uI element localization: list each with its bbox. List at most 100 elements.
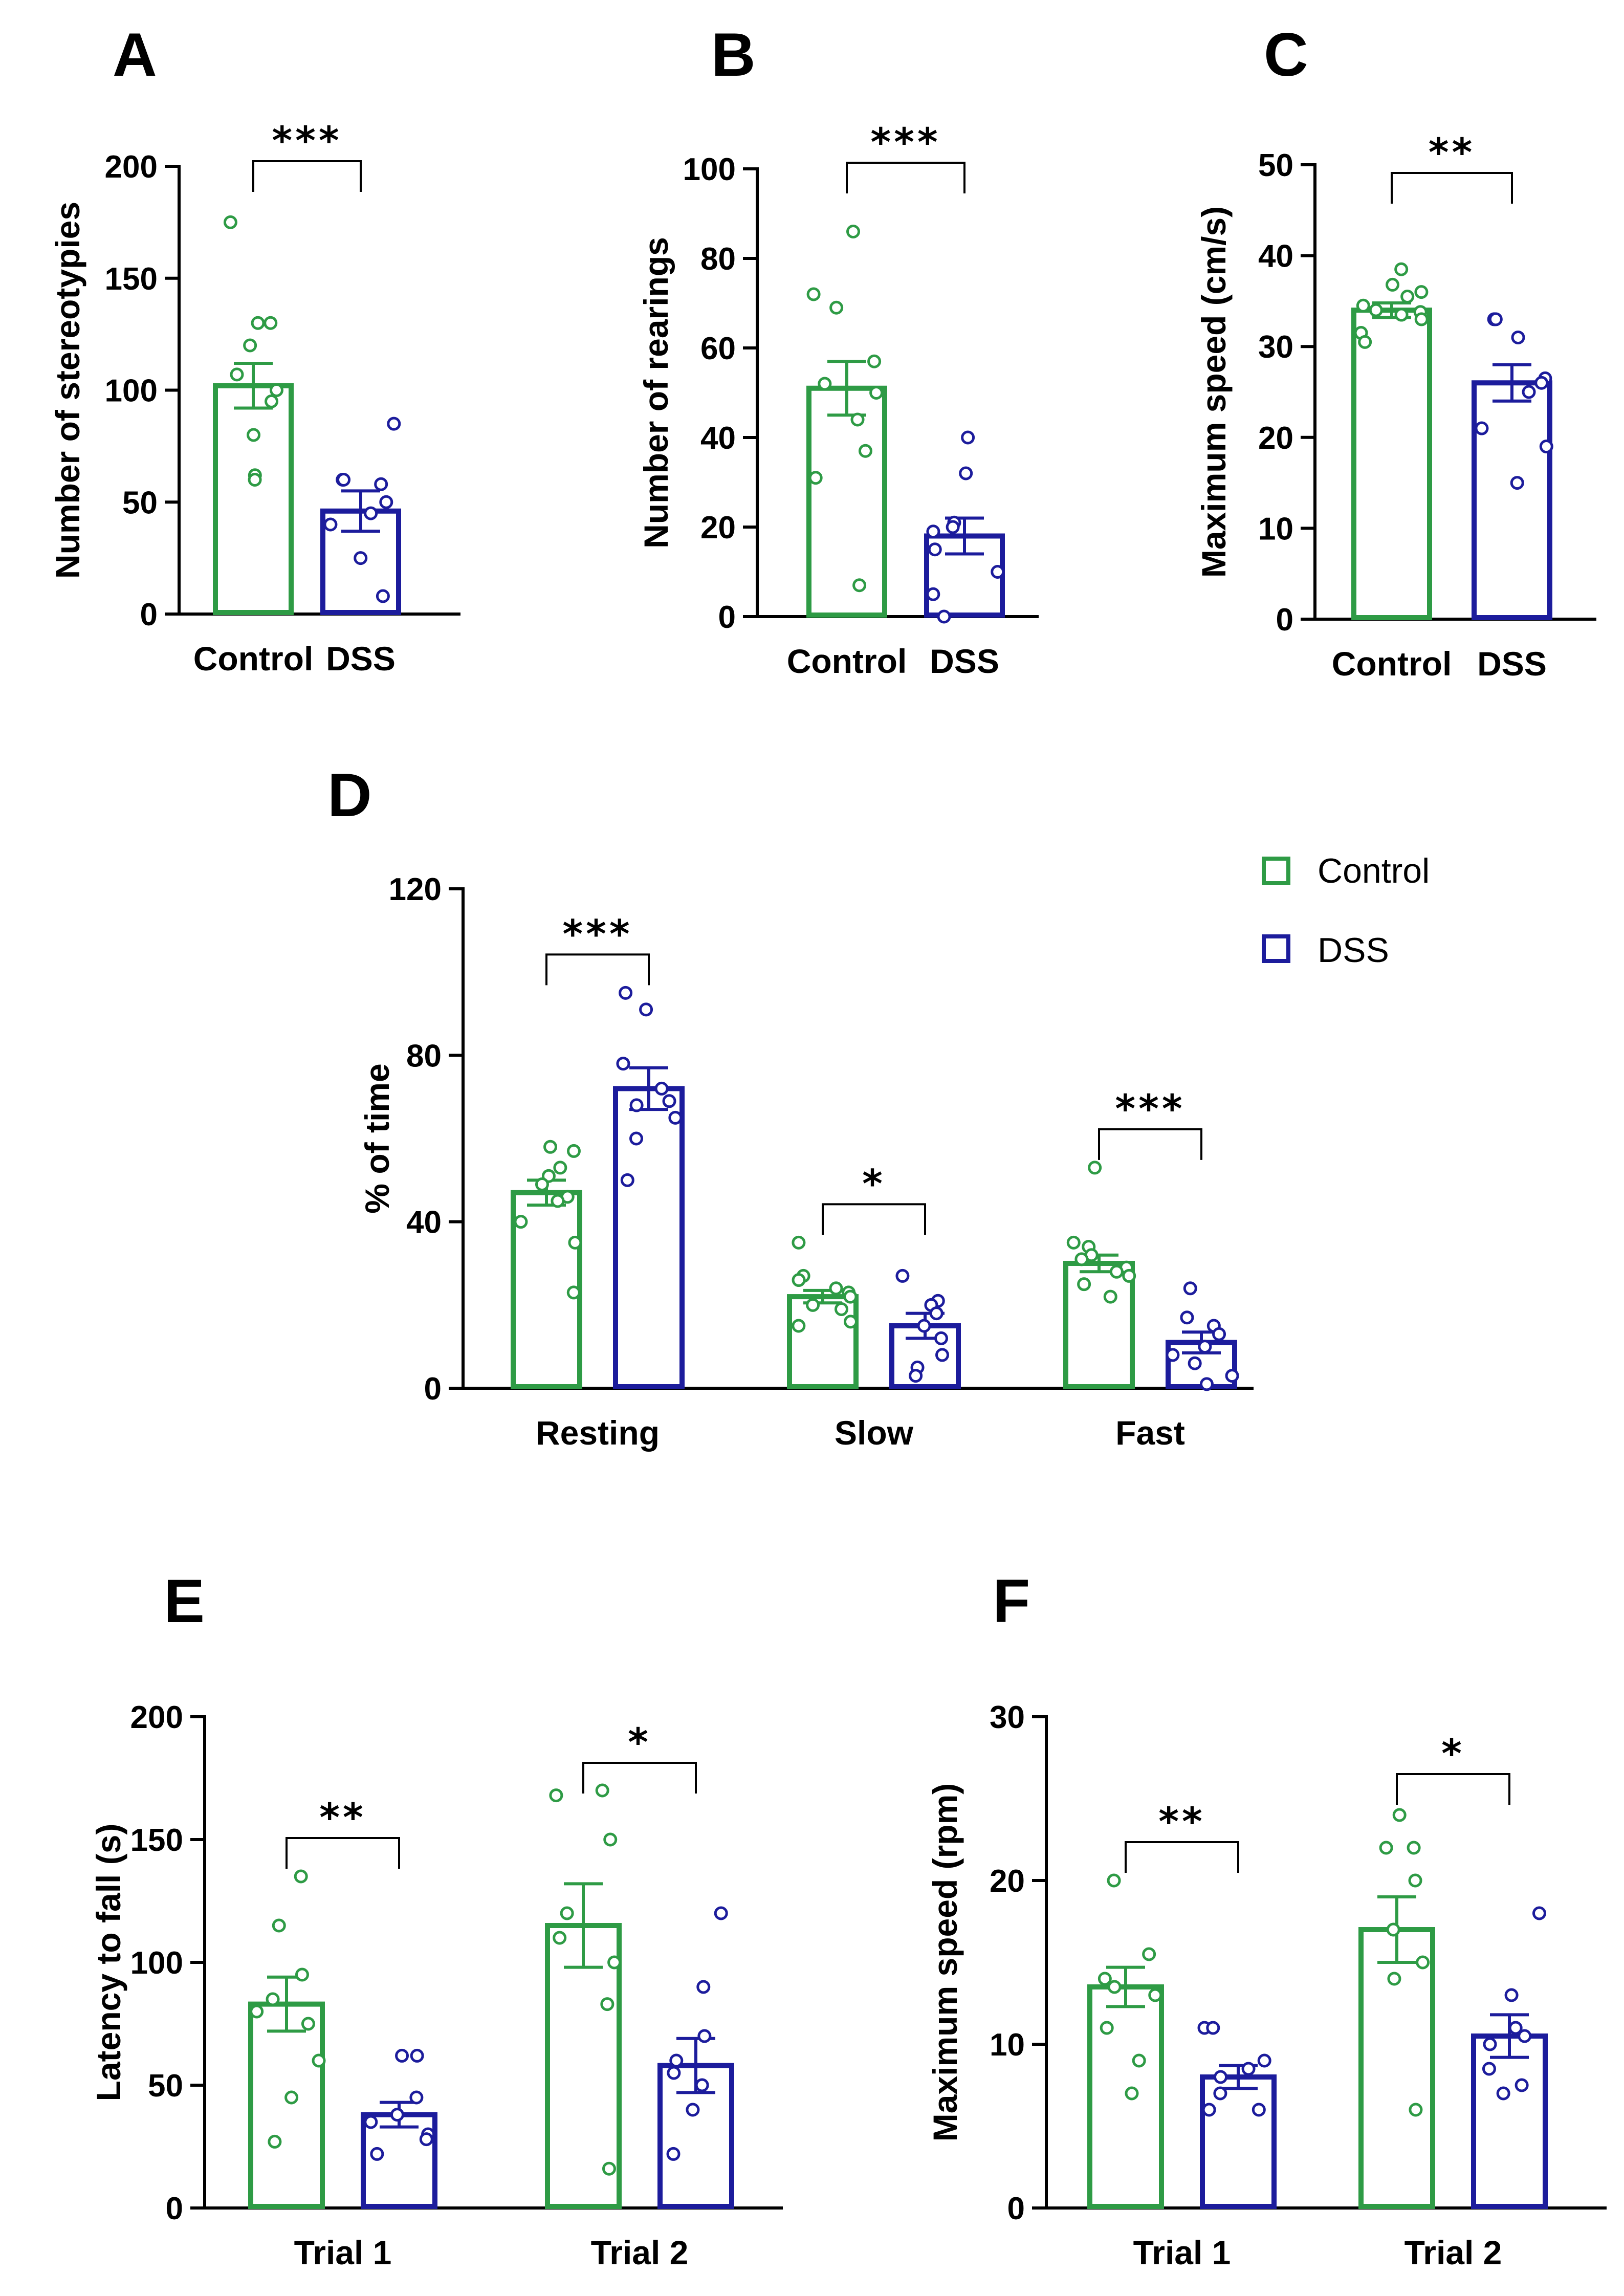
y-tick-label: 100	[105, 374, 158, 409]
bar-dss	[1472, 380, 1552, 620]
significance-label: ***	[562, 911, 632, 956]
legend-control-label: Control	[1318, 851, 1430, 890]
data-point	[376, 589, 390, 603]
data-point	[620, 1173, 634, 1187]
chart-panel-c: 0 10 20 30 40 50 Maximum speed (cm/s) Control DS…	[1195, 129, 1596, 683]
y-tick-label: 200	[105, 149, 158, 185]
data-point	[364, 506, 378, 520]
significance-label: ***	[272, 118, 342, 163]
data-point	[230, 367, 244, 382]
data-point	[265, 394, 279, 408]
legend-dss-label: DSS	[1318, 931, 1389, 970]
data-point	[695, 2078, 709, 2092]
data-point	[843, 1289, 858, 1304]
data-point	[619, 986, 633, 1000]
significance-bracket	[286, 1837, 400, 1869]
data-point	[895, 1269, 910, 1283]
x-category-label: Trial 1	[1133, 2234, 1231, 2271]
data-point	[846, 225, 861, 238]
bar-dss	[1471, 2033, 1548, 2209]
data-point	[829, 300, 844, 315]
y-tick-label: 20	[990, 1864, 1025, 1899]
data-point	[250, 2004, 264, 2019]
data-point	[1077, 1277, 1091, 1292]
data-point	[1098, 1972, 1112, 1986]
y-tick-label: 150	[130, 1823, 183, 1858]
y-tick-label: 0	[1276, 602, 1293, 638]
data-point	[662, 1094, 676, 1108]
y-tick-label: 20	[700, 510, 736, 545]
data-point	[390, 2108, 404, 2122]
x-category-label: DSS	[1477, 645, 1547, 683]
data-point	[1213, 2086, 1227, 2101]
data-point	[553, 1931, 567, 1945]
data-point	[869, 386, 884, 400]
data-point	[1252, 2103, 1266, 2117]
y-tick-label: 50	[1258, 148, 1293, 183]
data-point	[1508, 2021, 1523, 2035]
data-point	[629, 1098, 644, 1112]
data-point	[1387, 1972, 1401, 1986]
data-point	[603, 1832, 618, 1847]
significance-bracket	[252, 160, 362, 192]
data-point	[1103, 1289, 1117, 1304]
y-tick-label: 40	[700, 421, 736, 456]
y-tick-label: 40	[1258, 239, 1293, 274]
data-point	[387, 417, 401, 431]
significance-label: **	[1429, 129, 1476, 175]
data-point	[1188, 1356, 1202, 1370]
data-point	[1088, 1161, 1102, 1175]
significance-bracket	[822, 1203, 926, 1235]
panel-letter-a: A	[113, 20, 157, 89]
significance-label: ***	[1115, 1086, 1185, 1131]
data-point	[1534, 376, 1549, 390]
data-point	[858, 444, 872, 458]
data-point	[1225, 1369, 1239, 1383]
y-tick-label: 0	[718, 600, 736, 635]
panel-letter-b: B	[711, 20, 756, 89]
data-point	[806, 1298, 820, 1312]
x-category-label: Fast	[1115, 1414, 1185, 1452]
y-tick-label: 40	[406, 1205, 442, 1240]
data-point	[543, 1140, 558, 1154]
bar-control	[806, 385, 887, 618]
y-axis-label: % of time	[358, 1063, 396, 1213]
significance-bracket	[1396, 1773, 1510, 1805]
significance-label: **	[1158, 1799, 1205, 1844]
data-point	[1066, 1235, 1081, 1250]
y-tick-label: 20	[1258, 421, 1293, 456]
y-axis-label: Number of stereotypies	[49, 202, 86, 579]
data-point	[808, 471, 823, 485]
y-axis-label: Number of rearings	[637, 237, 675, 549]
data-point	[669, 2053, 684, 2068]
bar-control	[1063, 1261, 1135, 1389]
data-point	[1122, 1269, 1136, 1283]
data-point	[929, 1306, 943, 1321]
x-category-label: Control	[787, 642, 907, 680]
data-point	[514, 1215, 528, 1229]
data-point	[1515, 2078, 1529, 2092]
x-category-label: Trial 2	[591, 2234, 689, 2271]
data-point	[867, 354, 882, 368]
data-point	[600, 1997, 615, 2011]
y-tick-label: 30	[990, 1700, 1025, 1735]
data-point	[714, 1906, 728, 1920]
data-point	[1074, 1252, 1089, 1266]
legend: Control DSS	[1262, 851, 1430, 970]
y-tick-label: 120	[389, 872, 442, 907]
x-category-label: Trial 1	[294, 2234, 392, 2271]
data-point	[1416, 1955, 1430, 1970]
data-point	[1511, 330, 1525, 344]
data-point	[395, 2048, 409, 2063]
y-tick-label: 60	[700, 331, 736, 366]
data-point	[946, 520, 960, 534]
data-point	[1394, 262, 1409, 276]
data-point	[266, 1992, 280, 2006]
y-axis-label: Latency to fall (s)	[90, 1824, 127, 2102]
x-category-label: DSS	[930, 642, 999, 680]
x-category-label: Control	[193, 640, 314, 677]
data-point	[247, 428, 261, 442]
data-point	[1142, 1947, 1156, 1961]
data-point	[834, 1302, 848, 1316]
